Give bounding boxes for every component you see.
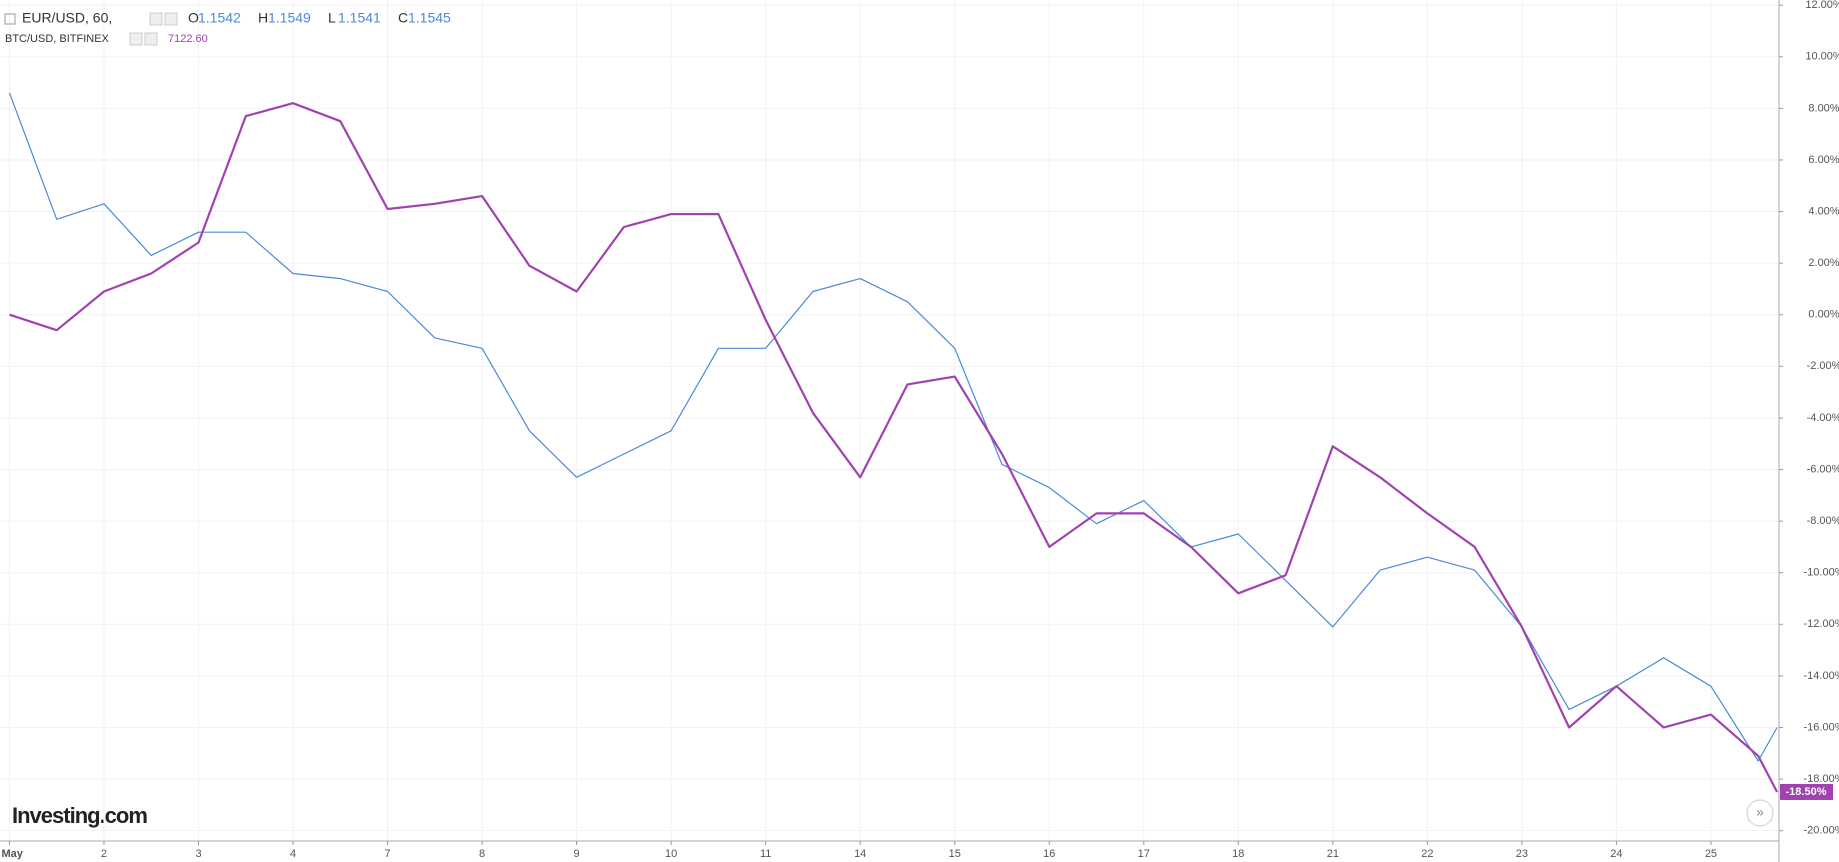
quote-key: C bbox=[398, 10, 408, 26]
legend-name: EUR/USD, 60, bbox=[22, 10, 112, 26]
y-tick-label: 12.00% bbox=[1805, 0, 1839, 11]
x-tick-label: 25 bbox=[1705, 848, 1717, 860]
x-tick-label: 17 bbox=[1138, 848, 1150, 860]
grid bbox=[0, 0, 1779, 841]
y-tick-label: 8.00% bbox=[1808, 102, 1839, 114]
scroll-button[interactable] bbox=[1746, 799, 1774, 827]
x-tick-label: 22 bbox=[1421, 848, 1433, 860]
x-tick-label: 16 bbox=[1043, 848, 1055, 860]
y-tick-label: -18.00% bbox=[1804, 773, 1839, 785]
y-tick-label: -20.00% bbox=[1804, 825, 1839, 837]
x-tick-label: 23 bbox=[1516, 848, 1528, 860]
x-tick-label: 10 bbox=[665, 848, 677, 860]
y-tick-label: -4.00% bbox=[1807, 412, 1839, 424]
end-label: -18.50% bbox=[1786, 786, 1827, 798]
quote-value: 1.1545 bbox=[408, 10, 451, 26]
x-tick-label: May bbox=[1, 848, 23, 860]
legend-button bbox=[144, 32, 158, 46]
x-tick-label: 24 bbox=[1610, 848, 1622, 860]
y-tick-label: 2.00% bbox=[1808, 257, 1839, 269]
x-tick-label: 11 bbox=[760, 848, 771, 860]
x-tick-label: 14 bbox=[854, 848, 866, 860]
quote-key: O bbox=[188, 10, 199, 26]
y-tick-label: -8.00% bbox=[1807, 515, 1839, 527]
series-line bbox=[9, 102, 1779, 793]
legend-button bbox=[164, 12, 178, 26]
quote-value: 1.1549 bbox=[268, 10, 311, 26]
x-tick-label: 7 bbox=[384, 848, 390, 860]
legend-icon bbox=[4, 13, 16, 25]
x-tick-label: 4 bbox=[290, 848, 296, 860]
y-tick-label: 6.00% bbox=[1808, 154, 1839, 166]
y-tick-label: -6.00% bbox=[1807, 463, 1839, 475]
legend-button bbox=[129, 32, 143, 46]
legend-button bbox=[149, 12, 163, 26]
y-tick-label: 10.00% bbox=[1805, 51, 1839, 63]
quote-key: H bbox=[258, 10, 268, 26]
x-tick-label: 2 bbox=[101, 848, 107, 860]
quote-value: 7122.60 bbox=[168, 33, 208, 45]
scroll-icon[interactable]: » bbox=[1756, 804, 1764, 820]
x-tick-label: 8 bbox=[479, 848, 485, 860]
x-tick-label: 3 bbox=[195, 848, 201, 860]
x-tick-label: 15 bbox=[949, 848, 961, 860]
y-tick-label: 4.00% bbox=[1808, 205, 1839, 217]
x-tick-label: 9 bbox=[574, 848, 580, 860]
y-tick-label: -14.00% bbox=[1804, 670, 1839, 682]
y-tick-label: -10.00% bbox=[1804, 567, 1839, 579]
quote-value: 1.1541 bbox=[338, 10, 381, 26]
y-tick-label: 0.00% bbox=[1808, 309, 1839, 321]
series-line bbox=[8, 92, 1778, 762]
x-tick-label: 18 bbox=[1232, 848, 1244, 860]
end-label-box bbox=[1780, 783, 1833, 800]
y-tick-label: -12.00% bbox=[1804, 618, 1839, 630]
y-tick-label: -2.00% bbox=[1807, 360, 1839, 372]
y-tick-label: -16.00% bbox=[1804, 721, 1839, 733]
quote-value: 1.1542 bbox=[198, 10, 241, 26]
logo: Investing.com bbox=[12, 803, 147, 828]
quote-key: L bbox=[328, 10, 336, 26]
x-tick-label: 21 bbox=[1327, 848, 1339, 860]
legend-name: BTC/USD, BITFINEX bbox=[5, 33, 110, 45]
